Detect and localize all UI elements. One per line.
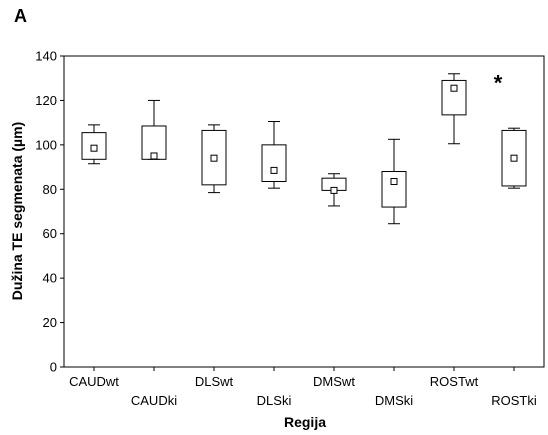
mean-marker <box>210 154 218 162</box>
mean-marker <box>390 178 398 186</box>
x-tick-label: ROSTki <box>491 393 537 408</box>
x-tick-label: DLSki <box>257 393 292 408</box>
y-tick-label: 140 <box>35 49 57 64</box>
y-tick-label: 120 <box>35 93 57 108</box>
x-axis-title: Regija <box>284 414 326 430</box>
plot-frame <box>63 55 545 368</box>
mean-marker <box>90 144 98 152</box>
y-tick-label: 100 <box>35 137 57 152</box>
mean-marker <box>270 166 278 174</box>
y-axis-title: Dužina TE segmenata (µm) <box>9 122 25 300</box>
mean-marker <box>150 152 158 160</box>
x-tick-label: ROSTwt <box>430 374 479 389</box>
y-tick-label: 40 <box>43 271 57 286</box>
box <box>261 144 287 183</box>
box <box>381 171 407 208</box>
panel-label: A <box>14 6 27 26</box>
y-tick-label: 0 <box>50 360 57 375</box>
plot-area: 0 20 40 60 80 100 120 140 CAUDwt CAUDki DLSwt DLSki… <box>35 49 545 408</box>
mean-marker <box>330 186 338 194</box>
x-tick-label: CAUDwt <box>69 374 119 389</box>
x-tick-label: DLSwt <box>195 374 234 389</box>
x-tick-label: CAUDki <box>131 393 177 408</box>
significance-marker: * <box>494 71 503 96</box>
x-tick-label: DMSki <box>375 393 413 408</box>
mean-marker <box>510 154 518 162</box>
y-tick-label: 80 <box>43 182 57 197</box>
x-tick-label: DMSwt <box>313 374 355 389</box>
y-tick-label: 60 <box>43 226 57 241</box>
mean-marker <box>450 84 458 92</box>
y-tick-label: 20 <box>43 315 57 330</box>
